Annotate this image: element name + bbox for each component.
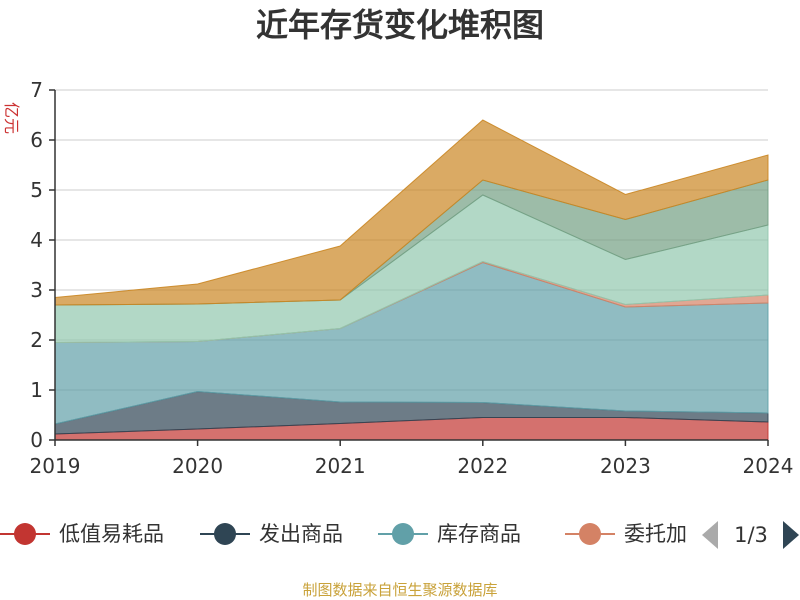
source-note: 制图数据来自恒生聚源数据库	[302, 581, 497, 599]
legend-pager: 1/3	[702, 521, 799, 549]
y-tick-label: 1	[30, 378, 43, 402]
legend-item[interactable]: 发出商品	[200, 522, 343, 546]
x-tick-label: 2022	[457, 454, 508, 478]
y-tick-label: 2	[30, 328, 43, 352]
legend-marker-icon	[392, 523, 414, 545]
x-tick-label: 2023	[600, 454, 651, 478]
chart-title: 近年存货变化堆积图	[256, 6, 544, 44]
legend-label: 库存商品	[437, 522, 521, 546]
x-tick-label: 2024	[743, 454, 794, 478]
x-tick-label: 2020	[172, 454, 223, 478]
legend-item[interactable]: 低值易耗品	[0, 522, 164, 546]
legend-item[interactable]: 委托加	[565, 522, 687, 546]
y-tick-labels: 0 1 2 3 4 5 6 7	[30, 78, 55, 452]
legend-next-arrow-icon[interactable]	[783, 521, 799, 549]
y-tick-label: 5	[30, 178, 43, 202]
y-tick-label: 4	[30, 228, 43, 252]
x-tick-labels: 2019 2020 2021 2022 2023 2024	[30, 440, 794, 478]
legend-label: 低值易耗品	[59, 522, 164, 546]
legend-marker-icon	[214, 523, 236, 545]
area-series[interactable]	[54, 119, 769, 306]
y-tick-label: 3	[30, 278, 43, 302]
legend-label: 发出商品	[259, 522, 343, 546]
area-series-group	[54, 119, 769, 441]
legend-marker-icon	[14, 523, 36, 545]
legend-item[interactable]: 库存商品	[378, 522, 521, 546]
axes	[54, 90, 768, 441]
x-tick-label: 2019	[30, 454, 81, 478]
legend-marker-icon	[579, 523, 601, 545]
legend-prev-arrow-icon[interactable]	[702, 521, 718, 549]
y-tick-label: 0	[30, 428, 43, 452]
y-tick-label: 7	[30, 78, 43, 102]
legend-page-indicator: 1/3	[734, 523, 768, 547]
legend[interactable]: 低值易耗品 发出商品 库存商品 委托加	[0, 522, 687, 546]
y-tick-label: 6	[30, 128, 43, 152]
legend-label: 委托加	[624, 522, 687, 546]
y-axis-label: 亿元	[2, 102, 21, 134]
x-tick-label: 2021	[315, 454, 366, 478]
